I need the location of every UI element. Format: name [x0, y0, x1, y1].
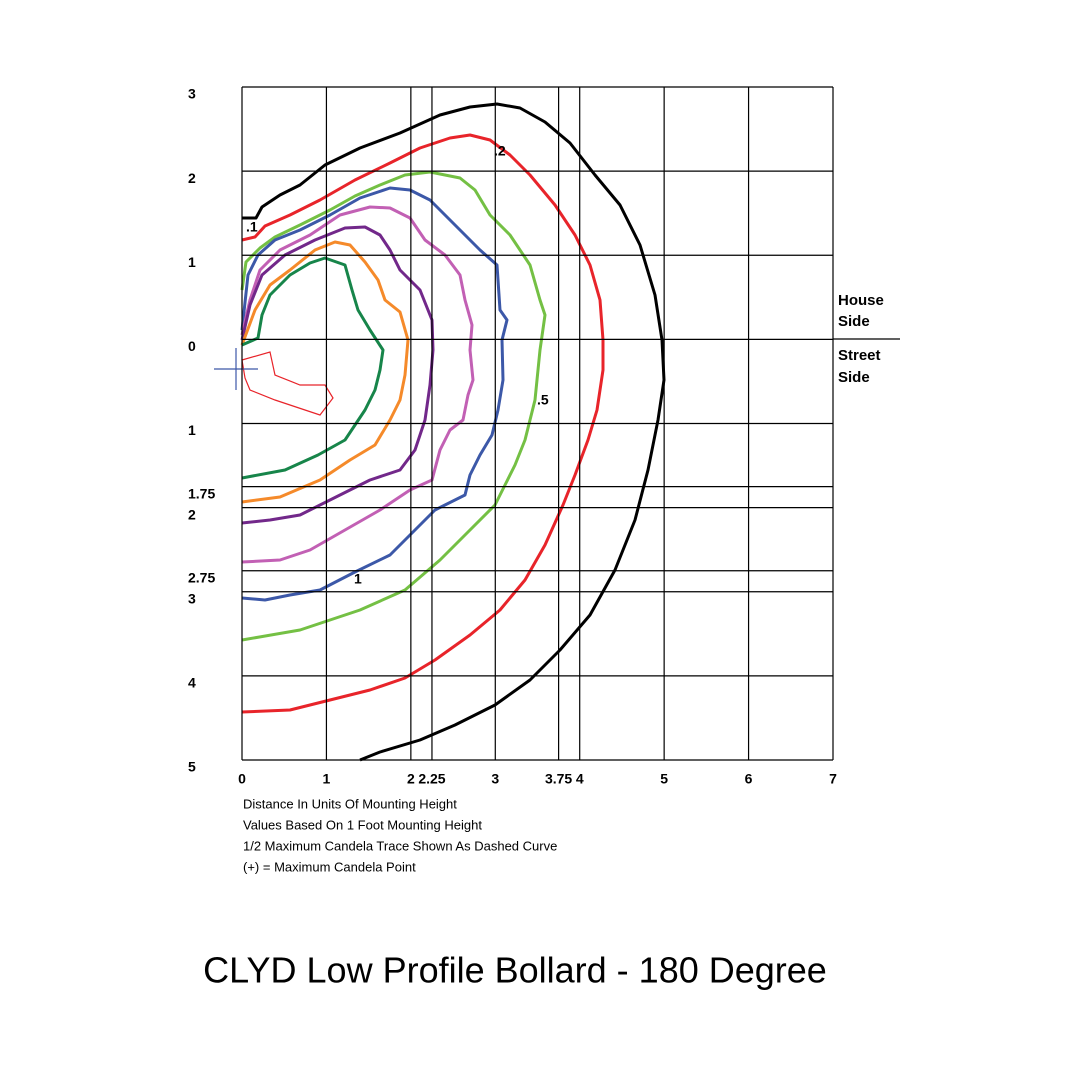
- x-tick-label: 0: [238, 771, 246, 787]
- contour-label: .2: [494, 143, 506, 159]
- contour-light-green: [240, 170, 547, 642]
- contour-purple: [240, 225, 435, 525]
- y-tick-label: 5: [188, 759, 196, 775]
- side-label: House: [838, 292, 884, 309]
- y-tick-label: 2: [188, 170, 196, 186]
- note: Distance In Units Of Mounting Height: [243, 796, 457, 811]
- note: 1/2 Maximum Candela Trace Shown As Dashe…: [243, 838, 557, 853]
- x-tick-label: 2.25: [418, 771, 445, 787]
- x-tick-label: 1: [323, 771, 331, 787]
- side-label: Side: [838, 313, 870, 330]
- y-tick-label: 4: [188, 675, 196, 691]
- y-tick-label: 1: [188, 254, 196, 270]
- y-tick-label: 2.75: [188, 569, 215, 585]
- contour-blue: [240, 186, 509, 602]
- x-tick-label: 4: [576, 771, 584, 787]
- side-label: Street: [838, 347, 881, 364]
- contour-red: [241, 133, 605, 714]
- contour-orange: [240, 240, 410, 504]
- y-tick-label: 1: [188, 422, 196, 438]
- note: (+) = Maximum Candela Point: [243, 859, 416, 874]
- x-tick-label: 3: [491, 771, 499, 787]
- x-tick-label: 5: [660, 771, 668, 787]
- contour-pink: [240, 205, 475, 564]
- x-tick-label: 6: [745, 771, 753, 787]
- contour-black: [242, 102, 666, 762]
- y-tick-label: 2: [188, 506, 196, 522]
- x-tick-label: 3.75: [545, 771, 572, 787]
- contour-label: 1: [354, 571, 362, 587]
- side-label: Side: [838, 369, 870, 386]
- contours: [214, 102, 666, 762]
- y-tick-label: 1.75: [188, 485, 215, 501]
- contour-dark-green: [241, 256, 385, 480]
- x-tick-label: 7: [829, 771, 837, 787]
- y-tick-label: 3: [188, 86, 196, 102]
- y-tick-label: 3: [188, 590, 196, 606]
- y-tick-label: 0: [188, 338, 196, 354]
- x-tick-label: 2: [407, 771, 415, 787]
- contour-label: .1: [246, 219, 258, 235]
- note: Values Based On 1 Foot Mounting Height: [243, 817, 482, 832]
- half-candela-trace: [241, 351, 334, 416]
- contour-label: .5: [537, 392, 549, 408]
- chart-title: CLYD Low Profile Bollard - 180 Degree: [203, 950, 827, 991]
